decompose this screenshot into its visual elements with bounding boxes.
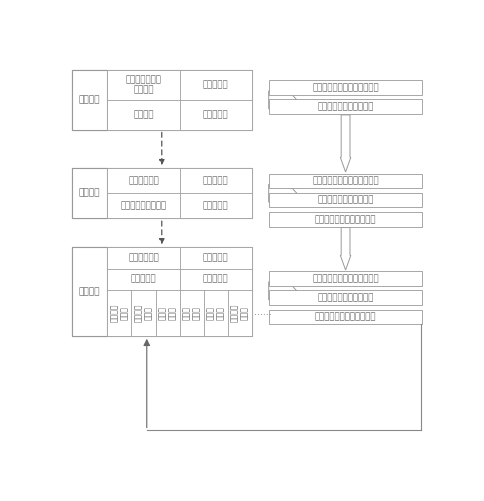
- Bar: [269, 271, 423, 286]
- Bar: [132, 290, 155, 336]
- Bar: [269, 291, 423, 305]
- Bar: [107, 269, 180, 290]
- Text: 概率统计日负荷率及时间: 概率统计日负荷率及时间: [318, 293, 374, 302]
- Bar: [72, 70, 107, 130]
- Text: 第一阶次: 第一阶次: [79, 95, 100, 104]
- Text: 主要负荷影响因素（占比）: 主要负荷影响因素（占比）: [315, 313, 377, 322]
- Text: 第三阶次: 第三阶次: [79, 287, 100, 296]
- Bar: [269, 173, 423, 188]
- Text: 流水线辅
助设备: 流水线辅 助设备: [134, 304, 153, 322]
- Polygon shape: [340, 115, 351, 172]
- Bar: [72, 70, 252, 130]
- Bar: [107, 290, 132, 336]
- Text: 电网与用户的电
路交接点: 电网与用户的电 路交接点: [125, 75, 162, 94]
- Polygon shape: [269, 182, 297, 204]
- Bar: [269, 212, 423, 227]
- Text: 中央空
调设备: 中央空 调设备: [182, 306, 201, 320]
- Text: 概率统计日负荷率及时间: 概率统计日负荷率及时间: [318, 196, 374, 204]
- Bar: [72, 168, 252, 218]
- Bar: [269, 100, 423, 114]
- Bar: [180, 193, 252, 218]
- Bar: [107, 168, 180, 193]
- Bar: [180, 100, 252, 130]
- Bar: [180, 269, 252, 290]
- Text: 专家库模块: 专家库模块: [203, 80, 228, 89]
- Bar: [72, 247, 252, 336]
- Text: 日、周、月、季、年负荷曲线: 日、周、月、季、年负荷曲线: [312, 83, 379, 92]
- Text: 数据存储库: 数据存储库: [203, 201, 228, 210]
- Bar: [269, 193, 423, 207]
- Bar: [72, 247, 107, 336]
- Text: 照明及其
他设备: 照明及其 他设备: [230, 304, 249, 322]
- Text: ……: ……: [254, 309, 272, 317]
- Text: 主要负荷影响因素（占比）: 主要负荷影响因素（占比）: [315, 215, 377, 224]
- Bar: [155, 290, 180, 336]
- Polygon shape: [269, 89, 297, 110]
- Text: 行业生产
流水线: 行业生产 流水线: [110, 304, 129, 322]
- Bar: [72, 168, 107, 218]
- Bar: [107, 193, 180, 218]
- Bar: [204, 290, 228, 336]
- Text: 用电终端设备: 用电终端设备: [128, 254, 159, 263]
- Polygon shape: [269, 280, 297, 302]
- Text: 日、周、月、季、年负荷曲线: 日、周、月、季、年负荷曲线: [312, 274, 379, 283]
- Bar: [228, 290, 252, 336]
- Text: 日、周、月、季、年负荷曲线: 日、周、月、季、年负荷曲线: [312, 176, 379, 185]
- Bar: [269, 310, 423, 324]
- Text: 主变压器: 主变压器: [133, 110, 154, 119]
- Text: 数据存储库: 数据存储库: [203, 110, 228, 119]
- Bar: [269, 80, 423, 95]
- Text: 专家库模块: 专家库模块: [203, 176, 228, 185]
- Text: 工厂机
修设备: 工厂机 修设备: [206, 306, 226, 320]
- Text: 第二阶次: 第二阶次: [79, 189, 100, 198]
- Bar: [180, 290, 204, 336]
- Text: 专家库模块: 专家库模块: [203, 254, 228, 263]
- Bar: [107, 247, 180, 269]
- Text: 通用机
电设备: 通用机 电设备: [158, 306, 177, 320]
- Text: 负荷波动源: 负荷波动源: [131, 275, 156, 284]
- Bar: [107, 70, 180, 100]
- Bar: [180, 70, 252, 100]
- Bar: [107, 100, 180, 130]
- Text: 配用电主干线: 配用电主干线: [128, 176, 159, 185]
- Polygon shape: [340, 227, 351, 270]
- Text: 数据存储库: 数据存储库: [203, 275, 228, 284]
- Bar: [180, 247, 252, 269]
- Text: 概率统计日负荷率及时间: 概率统计日负荷率及时间: [318, 102, 374, 111]
- Text: 车间、工段、配电房: 车间、工段、配电房: [121, 201, 166, 210]
- Bar: [180, 168, 252, 193]
